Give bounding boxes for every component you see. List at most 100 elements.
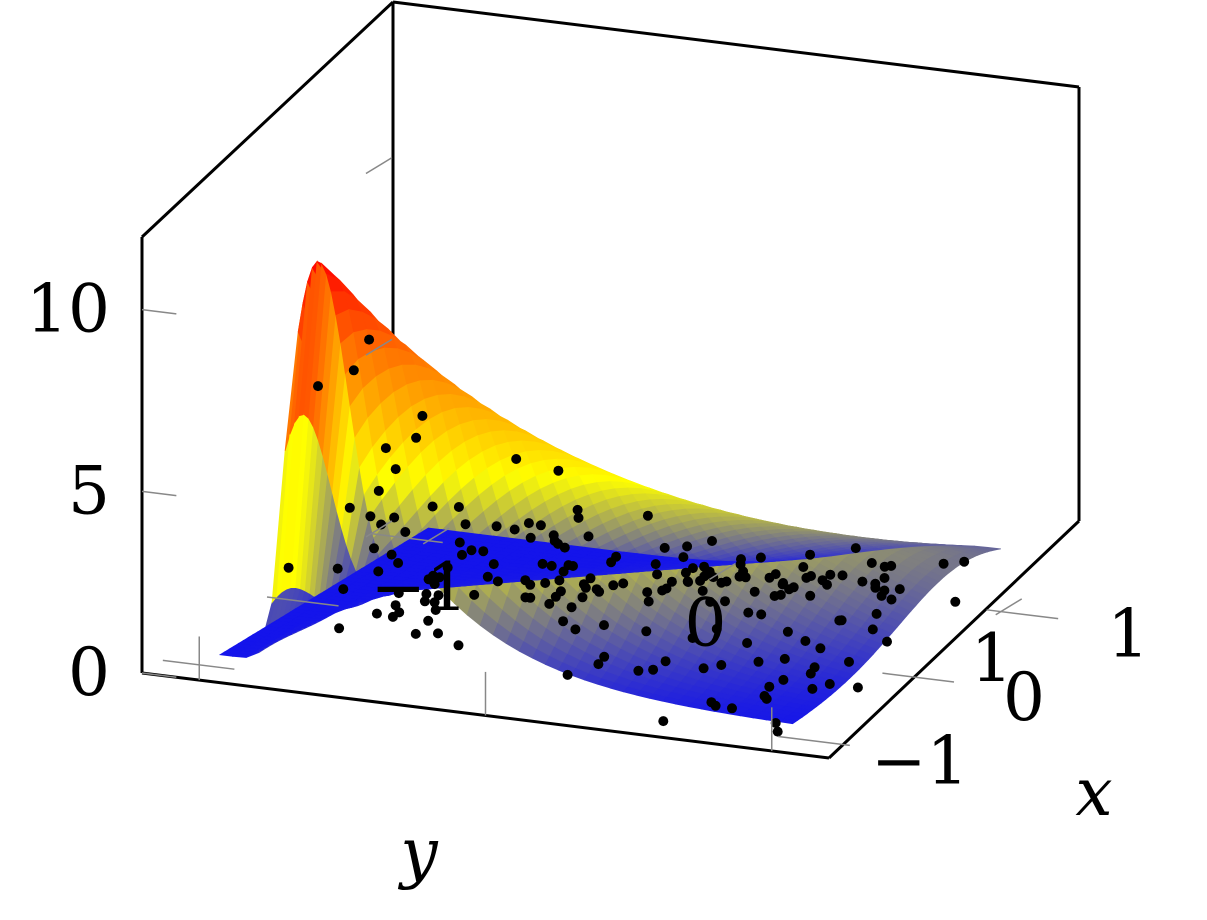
scatter-point — [348, 365, 359, 376]
scatter-point — [283, 562, 294, 573]
scatter-point — [525, 532, 536, 543]
scatter-point — [660, 656, 671, 667]
scatter-point — [457, 549, 467, 560]
scatter-point — [755, 552, 766, 563]
z-tick-mark — [141, 490, 177, 497]
x-tick-mark — [162, 659, 235, 670]
scatter-point — [573, 512, 584, 523]
scatter-point — [478, 546, 489, 557]
scatter-point — [658, 716, 669, 727]
x-tick-mark — [778, 735, 850, 747]
scatter-point — [633, 665, 644, 676]
scatter-point — [870, 578, 881, 589]
tick-marks — [141, 157, 1059, 751]
scatter-point — [559, 542, 570, 553]
scatter-point — [698, 663, 709, 674]
scatter-point — [570, 624, 581, 635]
scatter-point — [520, 575, 531, 586]
scatter-point — [466, 545, 477, 556]
scatter-point — [373, 566, 384, 577]
scatter-point — [759, 691, 770, 701]
scatter-point — [711, 623, 722, 634]
scatter-point — [770, 569, 781, 580]
scatter-point — [376, 519, 387, 530]
scatter-point — [411, 432, 422, 443]
scatter-point — [837, 570, 848, 581]
scatter-points — [283, 334, 970, 737]
scatter-point — [764, 681, 775, 692]
scatter-point — [566, 602, 577, 613]
scatter-point — [540, 578, 551, 588]
scatter-point — [959, 556, 970, 567]
scatter-point — [834, 615, 845, 626]
scatter-point — [652, 569, 663, 580]
scatter-point — [770, 718, 781, 728]
y-axis-label: y — [397, 814, 438, 891]
scatter-point — [716, 660, 727, 670]
scatter-point — [815, 643, 826, 654]
scatter-point — [313, 381, 323, 392]
box-edge-front-right-diag — [827, 519, 1081, 760]
scatter-point — [421, 589, 432, 599]
scatter-point — [338, 584, 349, 595]
scatter-point — [879, 561, 890, 572]
z-tick-mark — [141, 672, 177, 678]
scatter-point — [720, 596, 730, 607]
scatter-point — [332, 563, 343, 574]
scatter-point — [683, 577, 694, 587]
scatter-point — [525, 592, 536, 603]
scatter-point — [852, 682, 863, 693]
scatter-point — [779, 653, 790, 664]
scatter-point — [659, 542, 670, 553]
scatter-point — [423, 615, 434, 626]
scatter-point — [687, 633, 698, 643]
scatter-point — [417, 410, 428, 421]
x-tick-mark — [882, 672, 955, 683]
scatter-point — [454, 537, 465, 548]
scatter-point — [535, 520, 546, 531]
scatter-point — [680, 567, 691, 578]
scatter-point — [433, 628, 443, 639]
scatter-point — [879, 573, 890, 583]
scatter-point — [648, 664, 659, 675]
scatter-point — [387, 611, 398, 622]
scatter-point — [334, 623, 345, 634]
scatter-point — [554, 575, 565, 586]
scatter-point — [371, 608, 382, 619]
scatter-point — [369, 543, 379, 554]
scatter-point — [608, 580, 619, 591]
x-axis-label: x — [1075, 754, 1112, 831]
scatter-point — [546, 560, 557, 571]
scatter-point — [642, 587, 653, 598]
x-tick-label: 0 — [1003, 659, 1045, 736]
scatter-point — [716, 577, 727, 588]
scatter-point — [606, 557, 617, 568]
scatter-point — [805, 668, 816, 679]
scatter-point — [800, 636, 811, 646]
scatter-point — [678, 552, 689, 563]
scatter-point — [550, 591, 561, 602]
scatter-point — [871, 608, 882, 619]
x-tick-mark — [371, 532, 443, 544]
scatter-point — [950, 596, 961, 607]
z-tick-mark — [365, 157, 393, 175]
scatter-point — [544, 598, 555, 609]
scatter-point — [801, 572, 812, 583]
z-tick-label: 5 — [68, 452, 110, 529]
scatter-point — [876, 590, 887, 601]
scatter-point — [727, 703, 737, 714]
x-tick-mark — [986, 609, 1059, 620]
x-tick-mark — [266, 596, 339, 607]
scatter-point — [585, 573, 596, 584]
scatter-point — [772, 726, 783, 737]
scatter-point — [578, 579, 589, 590]
scatter-point — [618, 578, 629, 589]
x-tick-label: −1 — [871, 722, 968, 799]
scatter-point — [410, 628, 421, 639]
scatter-point — [558, 566, 569, 577]
scatter-point — [704, 566, 715, 577]
scatter-point — [882, 636, 892, 647]
scatter-point — [423, 574, 434, 585]
scatter-point — [742, 638, 753, 648]
